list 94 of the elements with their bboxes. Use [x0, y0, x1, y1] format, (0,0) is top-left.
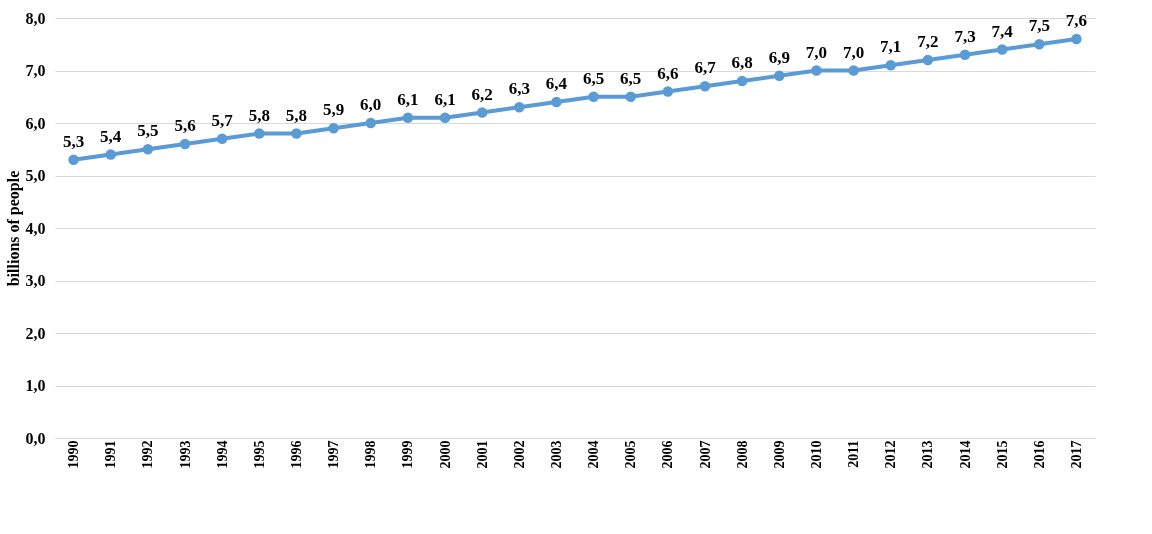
data-label: 7,5 [1028, 16, 1050, 36]
data-label: 5,4 [100, 126, 122, 146]
point [625, 91, 636, 102]
point [699, 81, 711, 92]
x-tick-label: 2003 [548, 440, 564, 469]
data-label: 5,8 [285, 105, 308, 125]
point [254, 128, 265, 139]
y-axis-title: billions of people [4, 170, 23, 287]
data-label: 7,2 [917, 32, 939, 51]
x-tick-label: 2002 [511, 440, 527, 469]
x-tick-label: 2014 [957, 440, 973, 469]
point [551, 96, 562, 108]
data-label: 6,5 [582, 68, 605, 88]
point [142, 144, 154, 155]
data-label: 6,1 [434, 89, 456, 109]
y-tick-label: 1,0 [25, 377, 46, 394]
point [476, 107, 488, 118]
point [402, 112, 414, 123]
data-label: 6,2 [471, 84, 493, 104]
x-tick-label: 1996 [288, 440, 304, 469]
point [959, 49, 971, 60]
x-tick-label: 1993 [177, 440, 193, 469]
x-tick-label: 2005 [623, 440, 639, 469]
data-label: 5,9 [322, 100, 345, 120]
x-tick-label: 1999 [400, 440, 416, 469]
data-label: 5,7 [211, 110, 234, 130]
point [105, 149, 116, 160]
y-tick-label: 8,0 [25, 9, 46, 27]
data-label: 6,9 [768, 47, 790, 67]
data-label: 7,0 [842, 42, 865, 62]
x-tick-label: 2008 [734, 440, 750, 469]
x-tick-label: 2015 [994, 440, 1010, 469]
data-label: 7,6 [1065, 11, 1088, 30]
y-tick-label: 6,0 [25, 114, 46, 132]
data-label: 5,6 [174, 116, 196, 135]
x-tick-label: 1995 [251, 440, 267, 469]
point [291, 128, 302, 139]
y-tick-label: 3,0 [25, 272, 46, 289]
x-tick-label: 2004 [586, 440, 602, 469]
x-tick-label: 2009 [771, 440, 787, 469]
data-label: 6,5 [620, 68, 642, 88]
point [922, 54, 934, 66]
data-label: 5,5 [137, 121, 159, 141]
point [774, 70, 785, 81]
data-label: 7,1 [880, 37, 902, 57]
x-tick-label: 2007 [697, 440, 713, 469]
data-label: 7,4 [991, 21, 1014, 41]
data-label: 6,4 [545, 74, 568, 93]
point [365, 117, 376, 129]
x-tick-label: 2001 [474, 440, 490, 469]
x-tick-label: 2013 [920, 440, 936, 469]
x-tick-label: 2000 [437, 440, 453, 469]
data-label: 6,8 [731, 53, 753, 72]
point [996, 44, 1008, 55]
point [68, 154, 79, 165]
y-tick-label: 5,0 [25, 167, 46, 184]
point [179, 138, 191, 150]
point [328, 123, 339, 134]
point [588, 91, 599, 102]
x-tick-label: 2006 [660, 440, 676, 469]
y-tick-label: 2,0 [25, 324, 46, 342]
x-tick-label: 2016 [1031, 440, 1047, 469]
point [216, 133, 228, 144]
x-tick-label: 1994 [214, 440, 230, 469]
x-tick-label: 1990 [66, 440, 82, 469]
x-tick-label: 1992 [140, 440, 156, 469]
point [662, 86, 674, 97]
data-label: 6,1 [397, 89, 419, 109]
x-tick-label: 1997 [326, 440, 342, 469]
point [439, 112, 451, 123]
x-tick-label: 2017 [1068, 440, 1084, 469]
data-label: 7,0 [805, 42, 828, 62]
point [1034, 39, 1045, 50]
point [736, 75, 748, 87]
data-label: 6,6 [657, 63, 679, 83]
point [514, 102, 525, 113]
x-tick-label: 1998 [363, 440, 379, 469]
data-label: 6,0 [360, 95, 382, 114]
point [848, 65, 859, 76]
point [885, 60, 896, 71]
x-tick-label: 2012 [883, 440, 899, 469]
data-label: 5,3 [62, 131, 85, 151]
data-label: 7,3 [954, 26, 976, 46]
y-tick-label: 7,0 [25, 62, 46, 79]
x-tick-label: 2011 [846, 440, 862, 468]
point [811, 65, 822, 76]
data-label: 6,3 [508, 79, 530, 99]
x-tick-label: 1991 [103, 440, 119, 469]
point [1071, 33, 1082, 45]
y-tick-label: 4,0 [25, 219, 46, 237]
y-tick-label: 0,0 [25, 429, 46, 447]
data-label: 5,8 [248, 105, 270, 125]
data-label: 6,7 [694, 58, 717, 78]
x-tick-label: 2010 [808, 440, 824, 469]
